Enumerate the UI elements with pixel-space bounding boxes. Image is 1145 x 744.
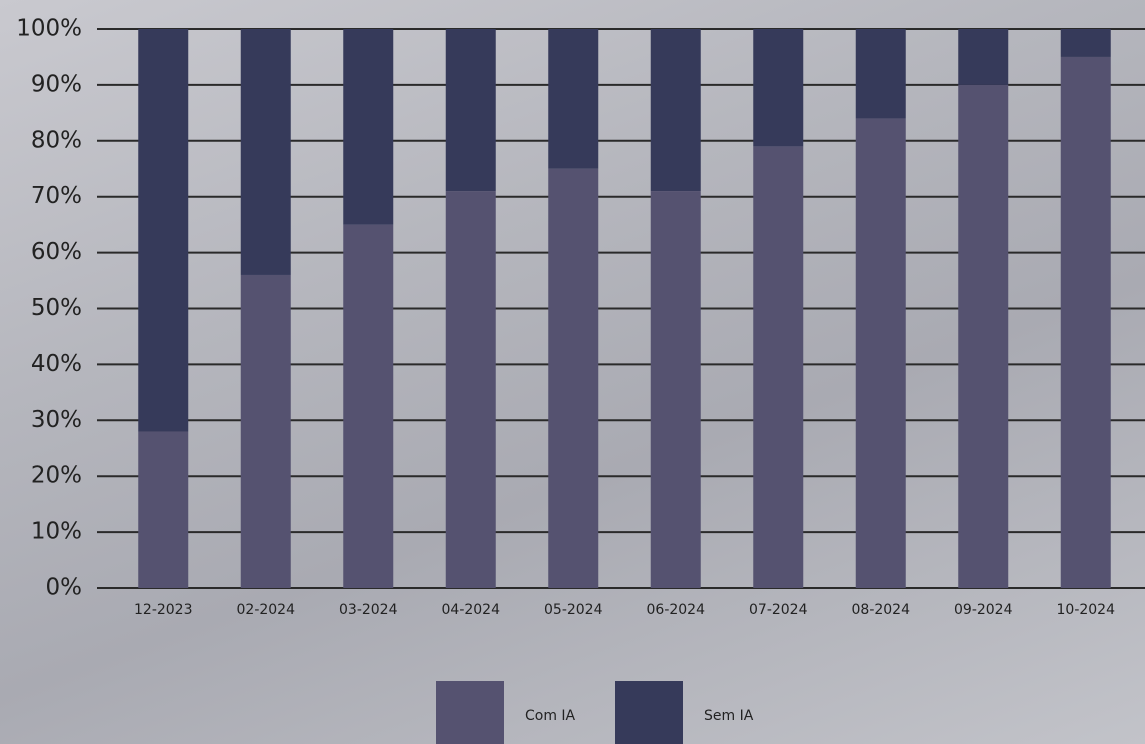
x-tick-label: 03-2024	[339, 602, 398, 618]
bar-segment	[1060, 29, 1111, 57]
bar-segment	[240, 29, 291, 275]
bar-segment	[548, 168, 599, 588]
x-tick-label: 04-2024	[442, 602, 501, 618]
bar-segment	[855, 29, 906, 119]
x-tick-label: 05-2024	[544, 602, 603, 618]
bar-segment	[548, 29, 599, 169]
bar-segment	[138, 29, 189, 432]
y-tick-label: 30%	[31, 407, 82, 433]
x-tick-label: 07-2024	[749, 602, 808, 618]
bar-segment	[138, 431, 189, 588]
y-tick-label: 10%	[31, 519, 82, 545]
x-tick-label: 08-2024	[852, 602, 911, 618]
legend-swatch	[615, 681, 683, 744]
y-tick-label: 20%	[31, 463, 82, 489]
bar-segment	[240, 274, 291, 588]
bar-segment	[855, 118, 906, 588]
bar-segment	[1060, 56, 1111, 588]
bar-segment	[958, 29, 1009, 85]
y-tick-label: 40%	[31, 351, 82, 377]
x-tick-label: 06-2024	[647, 602, 706, 618]
bar-segment	[445, 191, 496, 589]
y-tick-label: 100%	[16, 16, 82, 42]
bar-segment	[343, 29, 394, 225]
y-tick-label: 80%	[31, 127, 82, 153]
x-tick-label: 09-2024	[954, 602, 1013, 618]
y-tick-label: 70%	[31, 183, 82, 209]
bar-segment	[753, 29, 804, 147]
bar-segment	[753, 146, 804, 588]
bar-segment	[343, 224, 394, 588]
legend-label: Com IA	[525, 708, 576, 724]
y-tick-label: 90%	[31, 71, 82, 97]
bar-segment	[650, 191, 701, 589]
legend-label: Sem IA	[704, 708, 754, 724]
y-tick-label: 60%	[31, 239, 82, 265]
x-tick-label: 02-2024	[237, 602, 296, 618]
bar-segment	[650, 29, 701, 192]
bar-segment	[958, 84, 1009, 589]
legend-swatch	[436, 681, 504, 744]
y-tick-label: 50%	[31, 295, 82, 321]
x-tick-label: 12-2023	[134, 602, 193, 618]
bar-segment	[445, 29, 496, 192]
y-tick-label: 0%	[46, 575, 83, 601]
x-tick-label: 10-2024	[1057, 602, 1116, 618]
